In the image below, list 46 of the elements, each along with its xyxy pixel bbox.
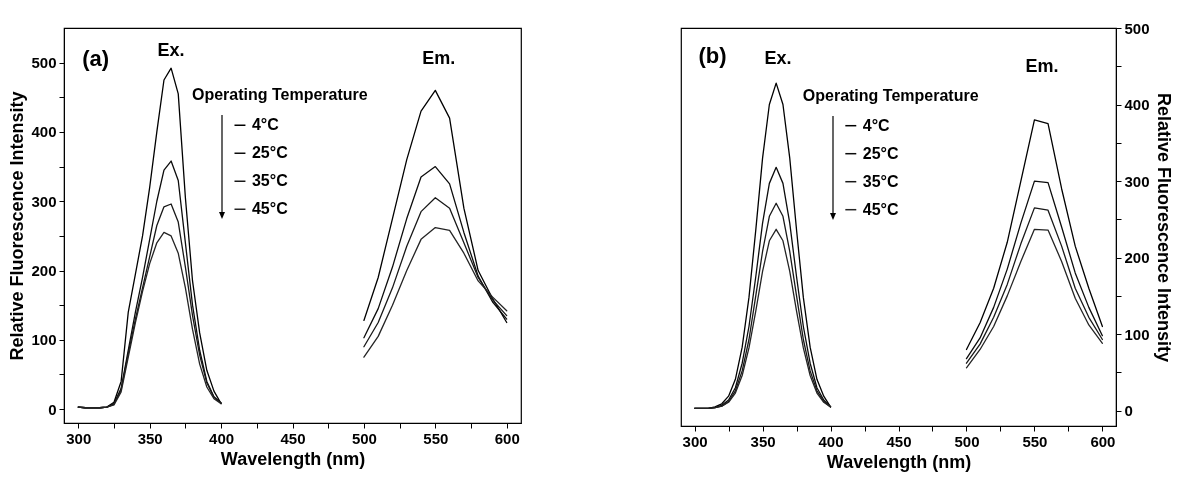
y2-tick-label: 0 (1124, 402, 1133, 420)
y2-tick-label: 200 (1124, 249, 1150, 267)
annotation: (b) (698, 42, 727, 68)
y-tick-label: 400 (31, 123, 57, 141)
y2-tick-label: 400 (1124, 96, 1150, 114)
x-tick-label: 400 (818, 432, 844, 450)
legend-label: 4°C (251, 116, 280, 134)
legend-label: 25°C (862, 144, 899, 162)
legend-label: 45°C (251, 200, 289, 218)
x-tick-label: 450 (886, 432, 912, 450)
y2-tick-label: 300 (1124, 172, 1150, 190)
x-tick-label: 400 (209, 429, 235, 447)
y2-axis-title: Relative Fluorescence Intensity (1153, 92, 1174, 363)
x-tick-label: 550 (423, 429, 449, 447)
x-tick-label: 500 (351, 429, 377, 447)
x-axis-title: Wavelength (nm) (826, 451, 972, 472)
y2-tick-label: 500 (1124, 19, 1150, 37)
y-tick-label: 500 (31, 54, 57, 72)
legend-label: 25°C (251, 144, 289, 162)
annotation: Ex. (764, 47, 792, 68)
annotation: Ex. (157, 39, 185, 60)
x-tick-label: 350 (750, 432, 776, 450)
annotation: (a) (82, 46, 110, 72)
legend-title: Operating Temperature (191, 86, 368, 104)
x-tick-label: 600 (1090, 432, 1116, 450)
x-tick-label: 350 (137, 429, 163, 447)
x-tick-label: 300 (682, 432, 708, 450)
x-tick-label: 450 (280, 429, 306, 447)
annotation: Em. (1025, 55, 1059, 76)
y-tick-label: 300 (31, 192, 57, 210)
legend-title: Operating Temperature (802, 86, 979, 104)
x-tick-label: 550 (1022, 432, 1048, 450)
y-axis-title: Relative Fluorescence Intensity (7, 91, 28, 361)
legend-label: 45°C (862, 200, 899, 218)
legend-label: 35°C (862, 172, 899, 190)
y-tick-label: 200 (31, 262, 57, 280)
y-tick-label: 0 (48, 400, 57, 418)
x-tick-label: 300 (66, 429, 92, 447)
x-tick-label: 600 (494, 429, 520, 447)
x-axis-title: Wavelength (nm) (220, 448, 366, 469)
legend-label: 4°C (862, 116, 891, 134)
annotation: Em. (422, 47, 456, 68)
x-tick-label: 500 (954, 432, 980, 450)
y-tick-label: 100 (31, 331, 57, 349)
legend-label: 35°C (251, 172, 289, 190)
y2-tick-label: 100 (1124, 325, 1150, 343)
